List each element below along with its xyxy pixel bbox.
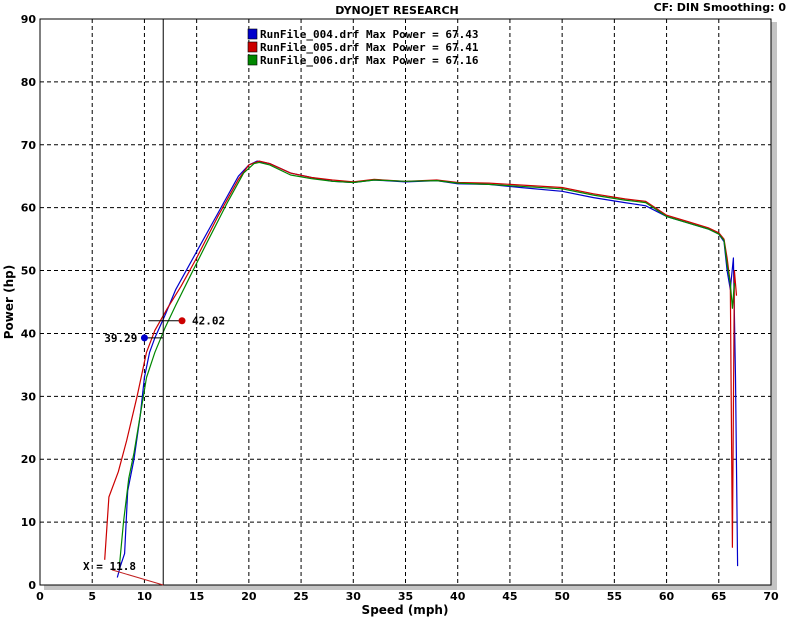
status-readout: CF: DIN Smoothing: 0 bbox=[654, 1, 787, 14]
series-line bbox=[104, 160, 738, 560]
x-tick-label: 70 bbox=[763, 590, 779, 603]
y-tick-label: 40 bbox=[21, 327, 37, 340]
legend-entry: RunFile_004.drf Max Power = 67.43 bbox=[260, 28, 479, 41]
legend-entry: RunFile_005.drf Max Power = 67.41 bbox=[260, 41, 479, 54]
x-tick-label: 60 bbox=[659, 590, 675, 603]
x-tick-label: 30 bbox=[346, 590, 362, 603]
grid-lines bbox=[40, 19, 771, 585]
x-tick-label: 45 bbox=[502, 590, 517, 603]
series-layer bbox=[104, 160, 739, 578]
x-tick-label: 10 bbox=[137, 590, 153, 603]
legend-swatch bbox=[247, 41, 258, 53]
cursor-layer: X = 11.8 39.29 42.02 bbox=[83, 19, 225, 586]
y-tick-label: 30 bbox=[21, 390, 37, 403]
marker-dot bbox=[140, 334, 148, 342]
marker-label: 42.02 bbox=[192, 315, 225, 328]
marker-dot bbox=[178, 317, 186, 325]
x-tick-label: 0 bbox=[36, 590, 44, 603]
y-tick-label: 10 bbox=[21, 516, 37, 529]
cursor-pointer-line bbox=[111, 569, 164, 586]
marker-label: 39.29 bbox=[104, 332, 137, 345]
legend-swatch bbox=[247, 54, 258, 66]
legend: RunFile_004.drf Max Power = 67.43RunFile… bbox=[247, 28, 479, 67]
x-tick-label: 20 bbox=[241, 590, 257, 603]
x-tick-label: 50 bbox=[554, 590, 570, 603]
x-tick-label: 15 bbox=[189, 590, 204, 603]
series-line bbox=[118, 161, 735, 567]
y-tick-label: 80 bbox=[21, 76, 37, 89]
y-axis-label: Power (hp) bbox=[2, 265, 16, 339]
x-axis-label: Speed (mph) bbox=[362, 603, 449, 617]
x-tick-label: 25 bbox=[293, 590, 308, 603]
y-tick-label: 60 bbox=[21, 202, 37, 215]
x-tick-label: 65 bbox=[711, 590, 726, 603]
y-tick-label: 70 bbox=[21, 139, 37, 152]
axis-ticks: 0 5 10 15 20 25 30 35 40 45 50 55 60 65 70 0 10 20 30 40 50 6… bbox=[21, 13, 779, 603]
legend-swatch bbox=[247, 28, 258, 40]
chart-title: DYNOJET RESEARCH bbox=[335, 4, 458, 17]
x-tick-label: 55 bbox=[607, 590, 622, 603]
legend-entry: RunFile_006.drf Max Power = 67.16 bbox=[260, 54, 479, 67]
y-tick-label: 0 bbox=[28, 579, 36, 592]
x-tick-label: 5 bbox=[88, 590, 96, 603]
y-tick-label: 90 bbox=[21, 13, 37, 26]
cursor-readout: X = 11.8 bbox=[83, 560, 136, 573]
x-tick-label: 40 bbox=[450, 590, 466, 603]
y-tick-label: 20 bbox=[21, 453, 37, 466]
y-tick-label: 50 bbox=[21, 265, 37, 278]
x-tick-label: 35 bbox=[398, 590, 413, 603]
